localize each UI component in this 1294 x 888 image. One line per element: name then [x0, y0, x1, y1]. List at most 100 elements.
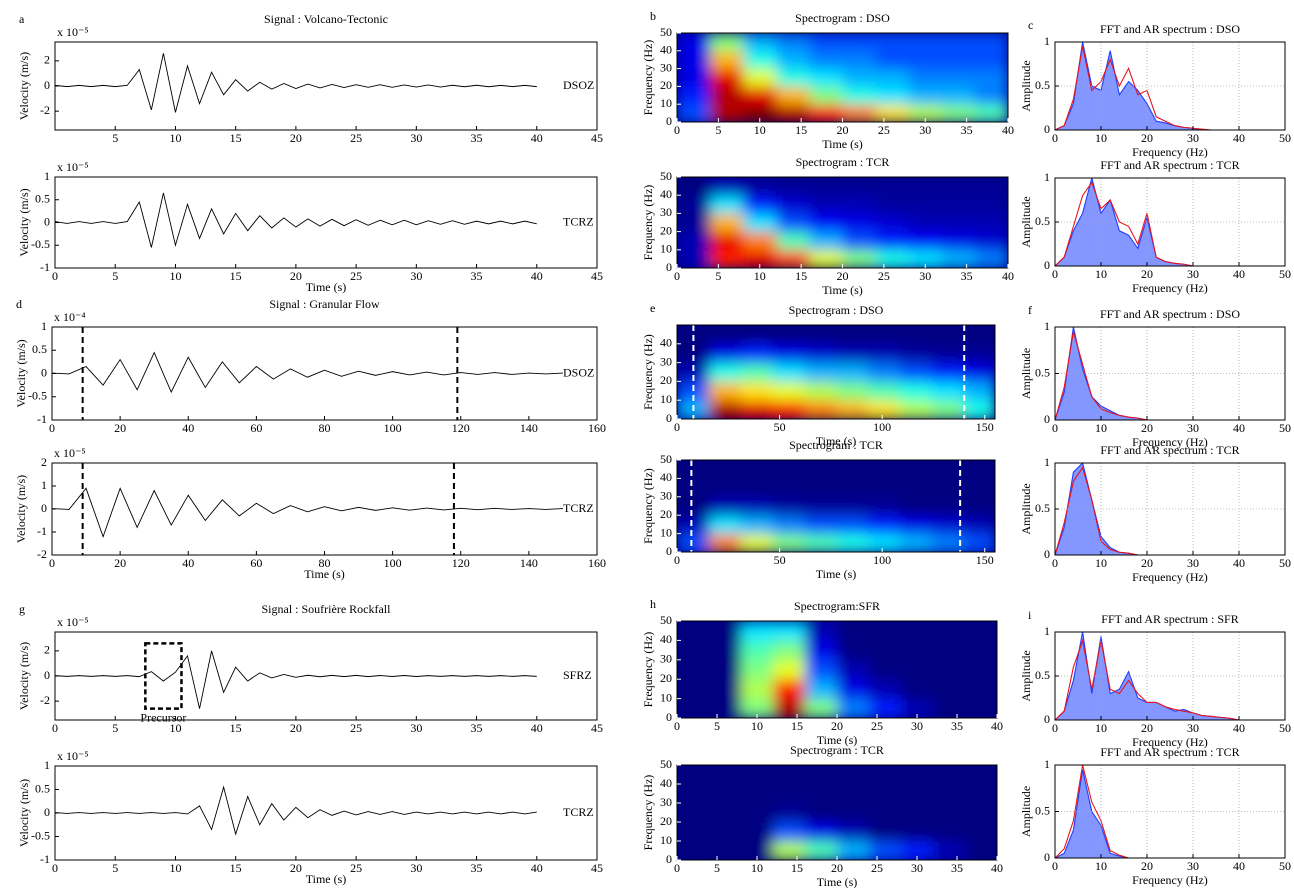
y-tick-label: 40: [660, 187, 672, 201]
spectrogram-cell: [743, 213, 777, 233]
spectrogram-cell: [804, 533, 837, 552]
panel: 0 10 20 30 40 50 0 0.5 1 FFT and AR spectrum : TC…: [1019, 443, 1291, 584]
x-tick-label: 50: [1279, 267, 1291, 281]
spectrogram-cells: [677, 33, 1008, 122]
spectrogram-cell: [773, 621, 806, 641]
spectrogram-cells: [677, 325, 995, 419]
spectrogram-cell: [809, 249, 843, 268]
x-tick-label: 10: [169, 269, 181, 283]
y-tick-label: -1: [37, 412, 47, 426]
x-tick-label: 0: [52, 269, 58, 283]
spectrum-line: [1055, 331, 1285, 420]
x-tick-label: 20: [1141, 267, 1153, 281]
x-axis-label: Frequency (Hz): [1132, 145, 1208, 159]
trace-label: TCRZ: [563, 805, 594, 819]
x-tick-label: 20: [290, 131, 302, 145]
spectrogram-cell: [933, 765, 966, 785]
spectrogram-cell: [740, 362, 773, 382]
spectrogram-cell: [741, 822, 774, 842]
waveform-line: [55, 192, 537, 248]
plot-area: [677, 33, 1008, 122]
x-tick-label: 20: [837, 269, 849, 283]
spectrogram-cell: [965, 803, 997, 823]
x-tick-label: 40: [1002, 269, 1014, 283]
x-tick-label: 15: [230, 131, 242, 145]
spectrogram-cell: [867, 362, 901, 382]
y-tick-label: 40: [660, 632, 672, 646]
spectrogram-cell: [836, 325, 869, 345]
x-tick-label: 50: [1279, 421, 1291, 435]
spectrogram-cell: [773, 659, 806, 680]
spectrogram-cell: [899, 533, 932, 552]
spectrogram-cell: [772, 362, 805, 382]
spectrogram-cell: [708, 381, 742, 401]
spectrogram-cell: [709, 803, 742, 823]
x-tick-label: 35: [471, 861, 483, 875]
spectrogram-cell: [899, 325, 932, 345]
y-axis-label: Velocity (m/s): [14, 339, 28, 407]
spectrogram-cell: [708, 478, 742, 498]
spectrogram-cell: [931, 325, 964, 345]
y-tick-label: 50: [660, 25, 672, 39]
spectrogram-cell: [776, 104, 810, 122]
x-tick-label: 45: [591, 721, 603, 735]
waveform-line: [55, 650, 537, 709]
x-tick-label: 30: [410, 269, 422, 283]
x-tick-label: 30: [911, 719, 923, 733]
spectrogram-cell: [901, 659, 934, 680]
spectrogram-cell: [740, 343, 773, 364]
y-axis-label: Frequency (Hz): [641, 775, 655, 851]
panel-label: h: [650, 597, 656, 611]
spectrogram-cell: [875, 86, 910, 105]
x-tick-label: 40: [531, 131, 543, 145]
spectrogram-cell: [901, 698, 934, 718]
spectrogram-cell: [710, 195, 744, 214]
x-tick-label: 10: [1095, 267, 1107, 281]
x-tick-label: 40: [182, 556, 194, 570]
x-tick-label: 30: [1187, 721, 1199, 735]
spectrogram-cells: [677, 177, 1008, 268]
spectrogram-cell: [677, 213, 711, 233]
spectrogram-cell: [709, 784, 742, 804]
spectrogram-cell: [741, 640, 774, 661]
spectrogram-cell: [776, 50, 810, 70]
panel: 0 10 20 30 40 50 0 0.5 1 FFT and AR spectrum : TC…: [1019, 158, 1291, 295]
spectrogram-cell: [741, 765, 774, 785]
y-axis-label: Frequency (Hz): [641, 632, 655, 708]
x-tick-label: 0: [674, 719, 680, 733]
x-tick-label: 30: [410, 131, 422, 145]
y-tick-label: 30: [660, 795, 672, 809]
y-tick-label: -0.5: [31, 828, 50, 842]
trace-label: SFRZ: [563, 668, 592, 682]
spectrogram-cell: [772, 515, 805, 535]
y-tick-label: 50: [660, 452, 672, 466]
spectrogram-cell: [804, 496, 837, 516]
y-tick-label: 0: [1044, 712, 1050, 726]
spectrogram-cell: [776, 213, 810, 233]
x-tick-label: 30: [1187, 556, 1199, 570]
y-tick-label: 10: [660, 690, 672, 704]
y-tick-label: -2: [40, 103, 50, 117]
spectrogram-cell: [708, 515, 742, 535]
y-tick-label: 0.5: [1035, 214, 1050, 228]
x-tick-label: 50: [774, 420, 786, 434]
x-tick-label: 50: [1279, 721, 1291, 735]
panel-title: FFT and AR spectrum : TCR: [1100, 443, 1239, 457]
spectrogram-cell: [804, 515, 837, 535]
spectrogram-cells: [677, 765, 997, 860]
spectrogram-cell: [710, 104, 744, 122]
spectrogram-cell: [837, 803, 870, 823]
x-tick-label: 40: [1233, 267, 1245, 281]
trace-label: DSOZ: [563, 365, 594, 379]
y-tick-label: 1: [41, 319, 47, 333]
x-axis-label: Time (s): [816, 567, 857, 581]
spectrogram-cell: [743, 33, 777, 52]
spectrogram-cell: [867, 400, 901, 419]
x-tick-label: 100: [384, 421, 402, 435]
spectrogram-cell: [677, 325, 710, 345]
spectrogram-cell: [677, 231, 711, 251]
spectrogram-cell: [809, 195, 843, 214]
spectrogram-cell: [804, 381, 837, 401]
y-axis-label: Amplitude: [1019, 60, 1033, 111]
